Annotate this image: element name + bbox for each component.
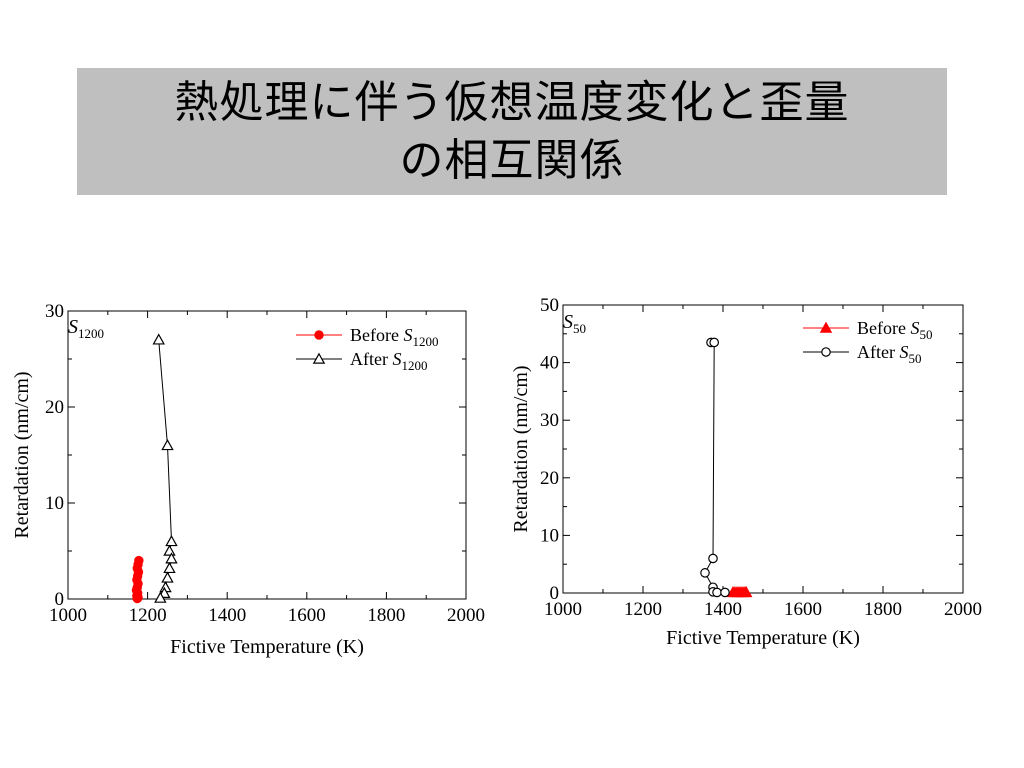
data-point — [165, 552, 178, 564]
x-tick-label: 2000 — [944, 599, 982, 620]
y-tick-label: 0 — [550, 583, 560, 604]
chart-left-frame — [67, 310, 467, 600]
slide-title-box: 熱処理に伴う仮想温度変化と歪量 の相互関係 — [77, 68, 947, 195]
corner-label-symbol: S — [68, 316, 78, 338]
legend-entry: After S50 — [857, 342, 921, 366]
data-point — [163, 561, 176, 574]
data-point — [739, 585, 753, 598]
legend-entry-symbol: S — [403, 325, 412, 345]
x-axis-label: Fictive Temperature (K) — [666, 627, 860, 649]
x-tick-label: 1000 — [544, 599, 582, 620]
y-tick-label: 30 — [45, 301, 64, 322]
y-tick-label: 50 — [540, 295, 559, 316]
legend-marker — [819, 321, 833, 333]
legend-entry: Before S1200 — [350, 325, 438, 349]
corner-label-symbol: S — [563, 311, 573, 333]
legend-entry-symbol: S — [392, 349, 401, 369]
legend-entry-subscript: 50 — [908, 351, 921, 366]
y-tick-label: 20 — [45, 397, 64, 418]
x-tick-label: 1400 — [208, 605, 246, 626]
x-tick-label: 1200 — [129, 605, 167, 626]
y-axis-label: Retardation (nm/cm) — [11, 371, 33, 538]
legend-entry-subscript: 1200 — [412, 334, 438, 349]
legend-entry-prefix: After — [857, 342, 899, 362]
x-tick-label: 1800 — [864, 599, 902, 620]
legend-marker — [821, 347, 831, 357]
legend-entry-subscript: 50 — [919, 327, 932, 342]
chart-right-group: 1000 1200 1400 1600 1800 2000 0 10 20 30 40 50 Ficti… — [510, 295, 982, 649]
x-tick-label: 1600 — [288, 605, 326, 626]
data-point — [720, 587, 730, 598]
legend-entry-prefix: Before — [350, 325, 403, 345]
corner-label: S50 — [563, 311, 586, 336]
x-tick-label: 1200 — [624, 599, 662, 620]
data-point — [709, 337, 719, 348]
legend-entry-symbol: S — [910, 318, 919, 338]
corner-label: S1200 — [68, 316, 104, 341]
data-point — [163, 544, 176, 556]
y-tick-label: 10 — [540, 525, 559, 546]
data-point — [152, 333, 165, 345]
corner-label-subscript: 50 — [573, 321, 586, 336]
legend-marker — [312, 352, 326, 364]
legend-entry-symbol: S — [899, 342, 908, 362]
y-tick-label: 0 — [55, 589, 65, 610]
data-point — [708, 553, 718, 564]
data-point — [161, 571, 174, 583]
legend-marker — [314, 330, 324, 340]
slide-title-line-2: の相互関係 — [399, 134, 625, 186]
x-tick-label: 1000 — [49, 605, 87, 626]
corner-label-subscript: 1200 — [78, 326, 104, 341]
legend-entry-subscript: 1200 — [401, 358, 427, 373]
legend-entry-prefix: Before — [857, 318, 910, 338]
data-point — [154, 591, 167, 603]
data-point — [712, 587, 722, 598]
x-axis-label: Fictive Temperature (K) — [170, 636, 364, 658]
x-tick-label: 1400 — [704, 599, 742, 620]
x-tick-label: 1800 — [367, 605, 405, 626]
legend-entry-prefix: After — [350, 349, 392, 369]
x-tick-label: 2000 — [447, 605, 485, 626]
data-point — [700, 568, 710, 578]
data-point — [132, 593, 142, 604]
y-axis-label: Retardation (nm/cm) — [510, 365, 532, 532]
slide-title-line-1: 熱処理に伴う仮想温度変化と歪量 — [174, 76, 850, 128]
y-tick-label: 10 — [45, 493, 64, 514]
legend-entry: Before S50 — [857, 318, 932, 342]
x-tick-label: 1600 — [784, 599, 822, 620]
y-tick-label: 40 — [540, 353, 559, 374]
legend-entry: After S1200 — [350, 349, 427, 373]
y-tick-label: 30 — [540, 410, 559, 431]
data-point — [165, 534, 178, 547]
data-point — [161, 438, 174, 451]
chart-left-group: 1000 1200 1400 1600 1800 2000 0 10 20 30 Fictive T… — [11, 301, 485, 658]
y-tick-label: 20 — [540, 468, 559, 489]
